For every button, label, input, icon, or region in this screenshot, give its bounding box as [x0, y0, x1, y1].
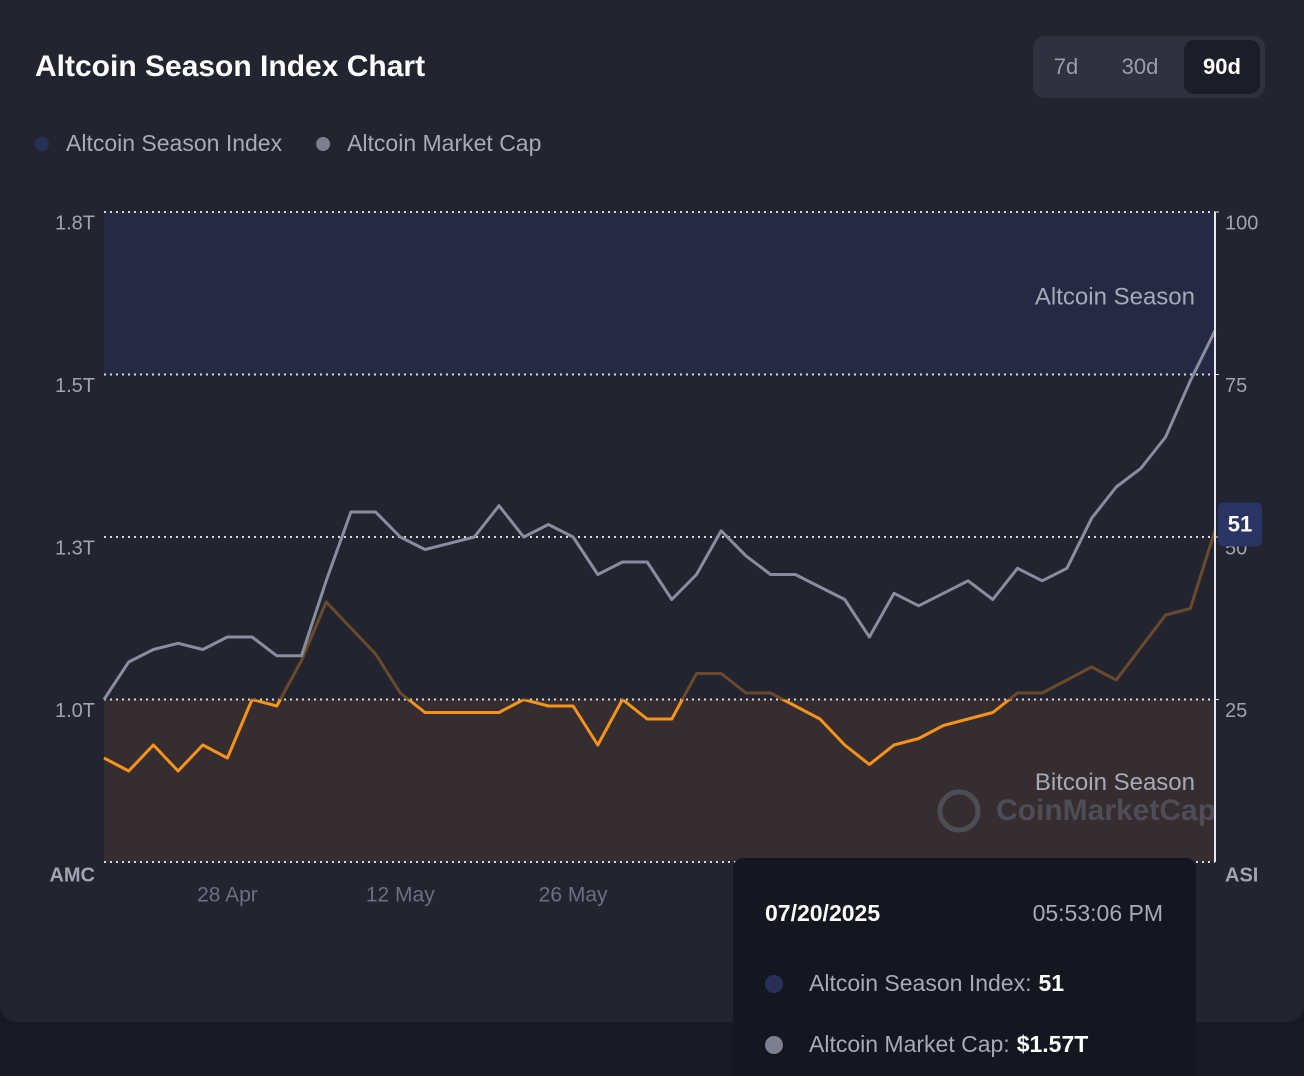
legend-label: Altcoin Season Index — [66, 130, 283, 156]
y2-tick-label: 100 — [1225, 212, 1258, 234]
series-line — [103, 530, 1217, 773]
watermark: CoinMarketCap — [996, 794, 1216, 827]
range-button[interactable]: 7d — [1054, 54, 1078, 79]
legend-label: Altcoin Market Cap — [347, 130, 541, 156]
tooltip-time: 05:53:06 PM — [1033, 900, 1163, 926]
legend-dot — [316, 137, 331, 151]
y-tick-label: 1.5T — [55, 375, 95, 397]
watermark-logo — [937, 789, 981, 833]
tooltip-value: $1.57T — [1017, 1031, 1089, 1057]
x-tick-label: 12 May — [366, 884, 435, 907]
range-button[interactable]: 90d — [1203, 54, 1241, 79]
zone-label: Altcoin Season — [1035, 283, 1195, 310]
zone — [104, 212, 1215, 375]
y-tick-label: 1.0T — [55, 700, 95, 722]
zone-label: Bitcoin Season — [1035, 769, 1195, 796]
tooltip-label: Altcoin Market Cap: — [809, 1031, 1010, 1057]
x-tick-label: 26 May — [539, 884, 608, 907]
tooltip-dot — [765, 1036, 783, 1054]
y-tick-label: 1.3T — [55, 537, 95, 559]
y2-axis-label: ASI — [1225, 864, 1258, 886]
chart-title: Altcoin Season Index Chart — [35, 50, 425, 83]
range-button[interactable]: 30d — [1122, 54, 1159, 79]
legend-dot — [35, 137, 49, 151]
tooltip — [733, 858, 1196, 1076]
y2-tick-label: 25 — [1225, 700, 1247, 722]
series-line — [102, 330, 1217, 701]
y-axis-label: AMC — [49, 864, 95, 886]
tooltip-dot — [765, 975, 783, 993]
tooltip-label: Altcoin Season Index: — [809, 970, 1031, 996]
tooltip-date: 07/20/2025 — [765, 900, 880, 926]
y2-tick-label: 75 — [1225, 375, 1247, 397]
value-badge-label: 51 — [1228, 511, 1252, 536]
x-tick-label: 28 Apr — [197, 884, 258, 907]
y-tick-label: 1.8T — [55, 212, 95, 234]
value-badge — [1218, 502, 1262, 547]
tooltip-value: 51 — [1038, 970, 1064, 996]
range-button-active[interactable] — [1184, 40, 1260, 94]
zone — [104, 699, 1215, 862]
